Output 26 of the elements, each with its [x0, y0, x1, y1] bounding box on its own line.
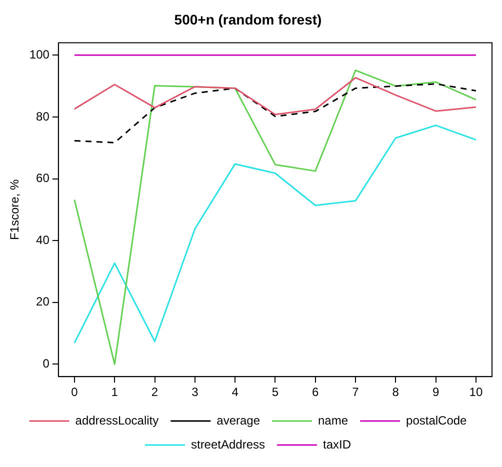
y-tick-label: 0	[42, 356, 50, 371]
chart-title: 500+n (random forest)	[174, 11, 322, 28]
legend-label: postalCode	[406, 413, 468, 428]
legend-label: name	[318, 413, 348, 428]
x-tick-label: 0	[71, 385, 78, 400]
legend-label: addressLocality	[75, 413, 159, 428]
x-tick-label: 9	[432, 385, 440, 400]
legend-label: average	[216, 413, 260, 428]
y-tick-label: 20	[36, 294, 50, 309]
y-axis-title: F1score, %	[8, 179, 22, 240]
legend-label: streetAddress	[190, 437, 266, 452]
legend-label: taxID	[323, 437, 352, 452]
y-tick-label: 40	[36, 232, 50, 247]
x-tick-label: 10	[469, 385, 483, 400]
y-tick-label: 80	[36, 109, 50, 124]
x-tick-label: 1	[111, 385, 118, 400]
x-tick-label: 8	[392, 385, 400, 400]
x-tick-label: 3	[192, 385, 199, 400]
x-tick-label: 2	[151, 385, 158, 400]
y-tick-label: 100	[29, 47, 50, 62]
x-tick-label: 4	[232, 385, 239, 400]
x-tick-label: 5	[272, 385, 279, 400]
line-series	[74, 83, 477, 144]
x-tick-label: 6	[312, 385, 320, 400]
y-tick-label: 60	[36, 171, 50, 186]
x-tick-label: 7	[352, 385, 360, 400]
